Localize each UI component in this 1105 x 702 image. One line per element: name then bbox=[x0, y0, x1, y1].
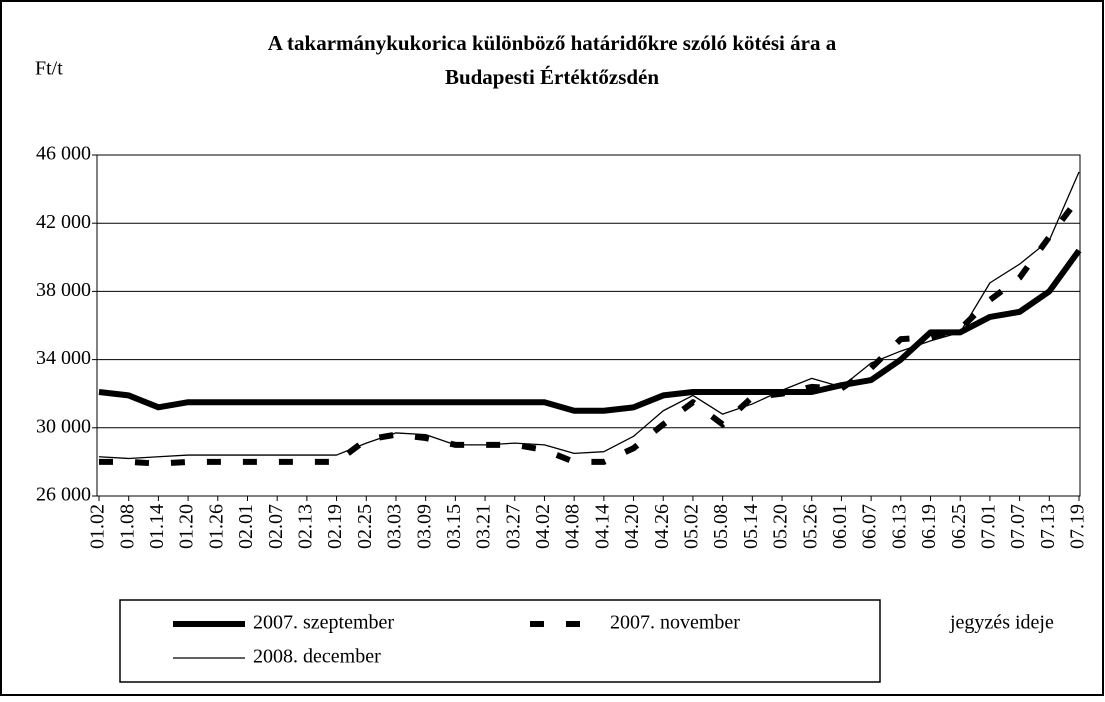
x-tick-label: 07.01 bbox=[978, 504, 1000, 549]
x-tick-label: 06.01 bbox=[829, 504, 851, 549]
x-tick-label: 03.03 bbox=[384, 504, 406, 549]
legend-label: 2007. november bbox=[610, 612, 740, 634]
x-tick-label: 01.08 bbox=[116, 504, 138, 549]
y-tick-label: 30 000 bbox=[36, 415, 91, 437]
y-axis-label: Ft/t bbox=[35, 58, 63, 80]
x-tick-label: 06.13 bbox=[888, 504, 910, 549]
y-tick-label: 38 000 bbox=[36, 279, 91, 301]
x-tick-label: 01.26 bbox=[205, 504, 227, 549]
x-tick-label: 02.13 bbox=[294, 504, 316, 549]
x-tick-label: 05.02 bbox=[681, 504, 703, 549]
series-line bbox=[98, 171, 1080, 460]
x-tick-label: 04.20 bbox=[621, 504, 643, 549]
y-tick-label: 26 000 bbox=[36, 484, 91, 506]
x-tick-label: 05.14 bbox=[740, 504, 762, 549]
x-tick-label: 07.07 bbox=[1007, 504, 1029, 549]
x-tick-label: 05.08 bbox=[710, 504, 732, 549]
x-tick-label: 02.25 bbox=[354, 504, 376, 549]
x-tick-label: 07.19 bbox=[1067, 504, 1089, 549]
x-tick-label: 05.20 bbox=[770, 504, 792, 549]
x-tick-label: 02.19 bbox=[324, 504, 346, 549]
x-tick-label: 02.07 bbox=[265, 504, 287, 549]
x-tick-label: 04.14 bbox=[591, 504, 613, 549]
y-tick-label: 34 000 bbox=[36, 347, 91, 369]
x-tick-label: 06.25 bbox=[948, 504, 970, 549]
legend-label: 2008. december bbox=[253, 646, 381, 668]
chart-title: Budapesti Értéktőzsdén bbox=[445, 65, 659, 89]
legend-label: 2007. szeptember bbox=[253, 612, 394, 634]
x-tick-label: 06.19 bbox=[918, 504, 940, 549]
x-tick-label: 01.20 bbox=[176, 504, 198, 549]
x-tick-label: 04.26 bbox=[651, 504, 673, 549]
y-tick-label: 42 000 bbox=[36, 211, 91, 233]
x-tick-label: 01.14 bbox=[146, 504, 168, 549]
x-tick-label: 01.02 bbox=[87, 504, 109, 549]
x-tick-label: 03.09 bbox=[413, 504, 435, 549]
y-tick-label: 46 000 bbox=[36, 143, 91, 165]
x-tick-label: 05.26 bbox=[799, 504, 821, 549]
chart-title: A takarmánykukorica különböző határidőkr… bbox=[268, 31, 837, 55]
x-tick-label: 03.21 bbox=[473, 504, 495, 549]
x-tick-label: 03.15 bbox=[443, 504, 465, 549]
x-tick-label: 07.13 bbox=[1037, 504, 1059, 549]
x-tick-label: 06.07 bbox=[859, 504, 881, 549]
x-tick-label: 02.01 bbox=[235, 504, 257, 549]
x-tick-label: 03.27 bbox=[502, 504, 524, 549]
x-tick-label: 04.08 bbox=[562, 504, 584, 549]
legend-box bbox=[119, 599, 881, 683]
x-tick-label: 04.02 bbox=[532, 504, 554, 549]
x-axis-label: jegyzés ideje bbox=[949, 612, 1054, 634]
